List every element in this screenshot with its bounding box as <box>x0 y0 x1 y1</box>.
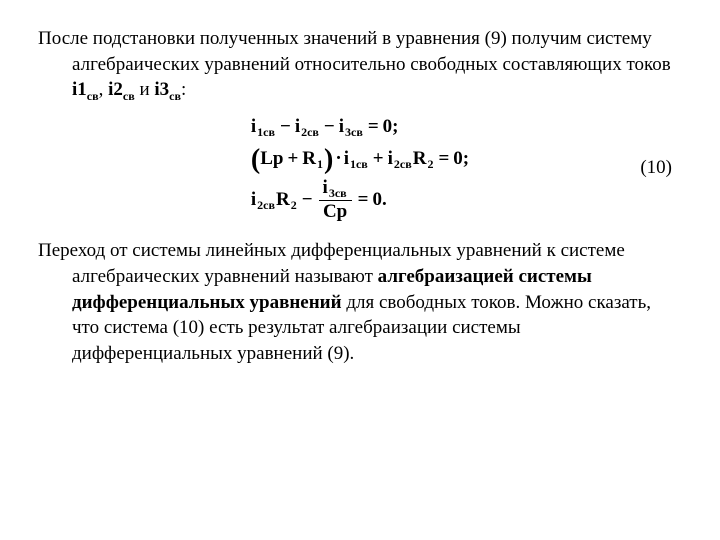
eq3-fraction: i3св Cp <box>319 178 352 223</box>
paragraph-1: После подстановки полученных значений в … <box>38 26 682 104</box>
equation-block: i1св − i2св − i3св = 0; ( Lp + R1 ) · i1… <box>38 112 682 224</box>
equation-1: i1св − i2св − i3св = 0; <box>251 112 399 142</box>
eq2-i1: i <box>344 146 349 172</box>
eq2-i2: i <box>388 146 393 172</box>
eq2-i1sub: 1св <box>350 156 368 172</box>
eq1-i3: i <box>339 114 344 140</box>
eq3-R2: R <box>276 187 290 213</box>
eq2-eq: = <box>438 146 449 172</box>
p1-colon: : <box>181 79 186 100</box>
p1-prefix: После подстановки полученных значений в … <box>38 28 671 75</box>
var-i3: i3 <box>154 79 169 100</box>
eq2-plus: + <box>287 146 298 172</box>
eq3-denominator: Cp <box>319 202 351 223</box>
eq1-s1: 1св <box>257 124 275 140</box>
eq2-R1sub: 1 <box>317 156 323 172</box>
eq2-R2sub: 2 <box>427 156 433 172</box>
eq2-R: R <box>302 146 316 172</box>
eq3-rhs: 0. <box>372 187 386 213</box>
var-i1-sub: св <box>87 89 99 103</box>
var-i2-sub: св <box>123 89 135 103</box>
eq1-i1: i <box>251 114 256 140</box>
eq3-R2sub: 2 <box>291 197 297 213</box>
eq2-Lp: Lp <box>260 146 283 172</box>
paragraph-2: Переход от системы линейных дифференциал… <box>38 238 682 366</box>
p1-comma: , <box>99 79 109 100</box>
equation-stack: i1св − i2св − i3св = 0; ( Lp + R1 ) · i1… <box>251 112 469 224</box>
eq2-rhs: 0; <box>453 146 469 172</box>
eq2-R2: R <box>413 146 427 172</box>
eq1-s2: 2св <box>301 124 319 140</box>
eq3-minus: − <box>302 187 313 213</box>
var-i2: i2 <box>108 79 123 100</box>
eq2-plus2: + <box>373 146 384 172</box>
eq3-i2: i <box>251 187 256 213</box>
equation-3: i2св R2 − i3св Cp = 0. <box>251 176 387 224</box>
eq1-s3: 3св <box>345 124 363 140</box>
equation-number: (10) <box>640 155 672 181</box>
eq3-eq: = <box>358 187 369 213</box>
eq1-i2: i <box>295 114 300 140</box>
eq1-rhs: 0; <box>383 114 399 140</box>
eq3-i2sub: 2св <box>257 197 275 213</box>
p1-and: и <box>135 79 155 100</box>
var-i3-sub: св <box>169 89 181 103</box>
eq1-eq: = <box>368 114 379 140</box>
eq3-numerator: i3св <box>319 178 352 199</box>
var-i1: i1 <box>72 79 87 100</box>
eq1-minus1: − <box>280 114 291 140</box>
eq3-num-i: i <box>323 178 328 199</box>
equation-2: ( Lp + R1 ) · i1св + i2св R2 = 0; <box>251 144 469 174</box>
eq3-num-sub: 3св <box>329 187 347 200</box>
eq2-dot: · <box>335 146 341 172</box>
eq2-i2sub: 2св <box>394 156 412 172</box>
eq1-minus2: − <box>324 114 335 140</box>
